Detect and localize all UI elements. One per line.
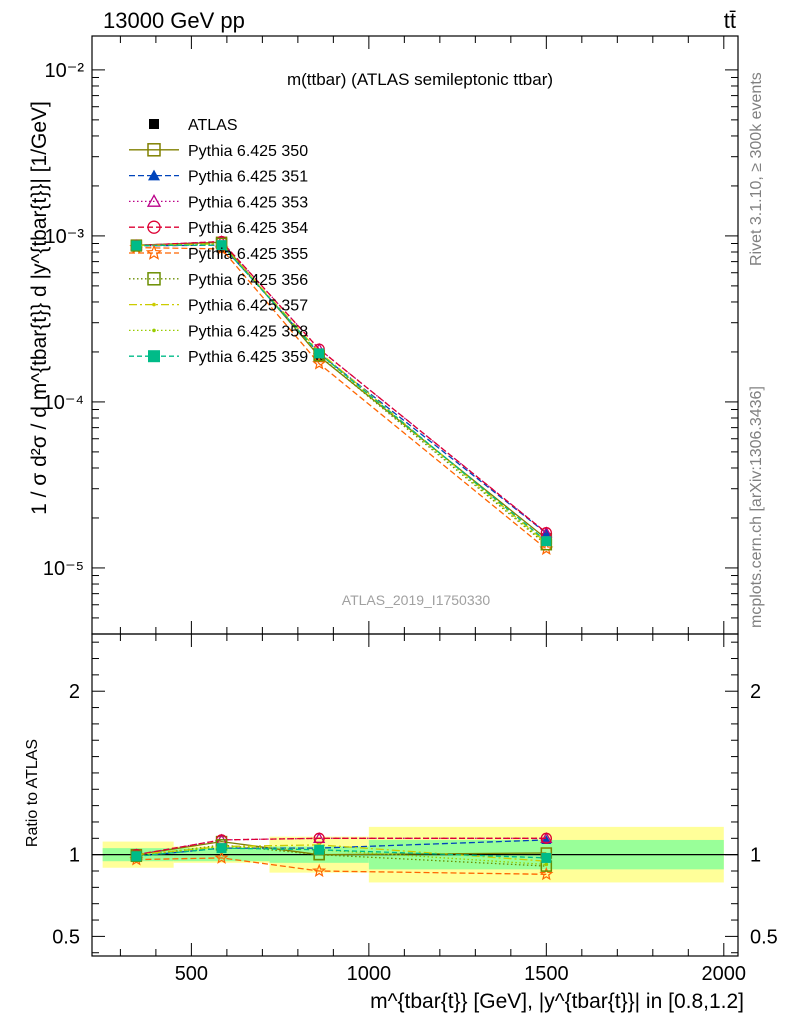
ratio-y-tick-label-right: 0.5 [750, 926, 778, 948]
legend-label: Pythia 6.425 353 [188, 194, 308, 211]
legend-marker [148, 169, 160, 181]
rivet-label: Rivet 3.1.10, ≥ 300k events [748, 72, 765, 266]
x-axis-label: m^{tbar{t}} [GeV], |y^{tbar{t}}| in [0.8… [370, 990, 744, 1013]
legend-label: ATLAS [188, 117, 238, 134]
x-tick-label: 1500 [524, 963, 569, 985]
y-tick-label: 10⁻⁴ [43, 392, 84, 414]
ratio-uncertainty-bands [92, 826, 738, 883]
ratio-point [539, 866, 554, 881]
ratio-line [136, 857, 547, 875]
legend-label: Pythia 6.425 350 [188, 143, 308, 160]
y-tick-label: 10⁻³ [45, 226, 85, 248]
ratio-point [314, 844, 325, 855]
source-label: mcplots.cern.ch [arXiv:1306.3436] [748, 386, 765, 628]
series-point [216, 240, 227, 251]
legend-label: Pythia 6.425 358 [188, 323, 308, 340]
ratio-y-tick-label: 1 [69, 845, 80, 867]
legend-entry: ATLAS [149, 117, 238, 134]
legend-entry: Pythia 6.425 358 [129, 323, 308, 340]
ratio-line [136, 847, 547, 859]
legend-entry: Pythia 6.425 354 [129, 220, 308, 237]
ratio-point [131, 851, 142, 862]
ratio-y-tick-label-right: 2 [750, 681, 761, 703]
series-line [136, 244, 547, 534]
legend-entry: Pythia 6.425 356 [129, 272, 308, 289]
ratio-y-axis-label: Ratio to ATLAS [24, 739, 41, 847]
main-title: m(ttbar) (ATLAS semileptonic ttbar) [287, 70, 553, 89]
legend: ATLAS Pythia 6.425 350 Pythia 6.425 351 Pyt… [129, 117, 308, 366]
legend-label: Pythia 6.425 355 [188, 246, 308, 263]
series-line [136, 244, 547, 542]
series-point [312, 356, 327, 370]
x-tick-label: 1000 [347, 963, 392, 985]
legend-marker [147, 220, 161, 234]
legend-marker [149, 119, 159, 129]
series-line [136, 243, 547, 545]
ratio-frame [91, 633, 739, 957]
legend-label: Pythia 6.425 357 [188, 298, 308, 315]
series-point [539, 541, 554, 556]
legend-entry: Pythia 6.425 355 [129, 244, 308, 263]
legend-entry: Pythia 6.425 359 [129, 349, 308, 366]
series-point [131, 240, 142, 251]
legend-marker [146, 194, 162, 207]
legend-entry: Pythia 6.425 353 [129, 194, 308, 211]
x-tick-label: 2000 [702, 963, 747, 985]
ratio-point [214, 850, 229, 864]
legend-marker [145, 244, 163, 260]
series-point [314, 348, 325, 359]
legend-entry: Pythia 6.425 351 [129, 169, 308, 186]
legend-label: Pythia 6.425 351 [188, 169, 308, 186]
legend-marker [152, 328, 156, 333]
energy-label: 13000 GeV pp [103, 8, 245, 33]
main-series-layer [129, 235, 554, 556]
y-tick-label: 10⁻⁵ [43, 558, 84, 580]
process-label: tt̄ [724, 8, 736, 33]
ratio-series-layer [129, 831, 554, 881]
y-tick-label: 10⁻² [45, 60, 85, 82]
series-line [136, 246, 547, 550]
ratio-y-tick-label: 2 [69, 681, 80, 703]
ratio-point [216, 843, 227, 854]
series-line [136, 240, 547, 534]
main-y-axis-label: 1 / σ d²σ / d m^{tbar{t}} d |y^{tbar{t}}… [28, 101, 51, 515]
legend-label: Pythia 6.425 356 [188, 272, 308, 289]
ratio-y-tick-label-right: 1 [750, 845, 761, 867]
x-tick-label: 500 [175, 963, 208, 985]
ratio-point [541, 852, 552, 863]
ratio-point [540, 832, 552, 844]
legend-label: Pythia 6.425 359 [188, 349, 308, 366]
ratio-line [136, 845, 547, 866]
legend-marker [148, 350, 160, 363]
legend-marker [152, 302, 156, 307]
watermark: ATLAS_2019_I1750330 [342, 592, 491, 608]
legend-marker [147, 272, 161, 286]
legend-marker [147, 143, 161, 157]
ratio-line [136, 844, 547, 862]
series-point [541, 536, 552, 547]
legend-label: Pythia 6.425 354 [188, 220, 308, 237]
ratio-line [136, 837, 547, 856]
series-line [136, 240, 547, 534]
ratio-point [312, 863, 327, 878]
legend-entry: Pythia 6.425 357 [129, 298, 308, 315]
ratio-y-tick-label: 0.5 [52, 926, 80, 948]
legend-entry: Pythia 6.425 350 [129, 143, 308, 160]
ratio-point [544, 862, 549, 867]
